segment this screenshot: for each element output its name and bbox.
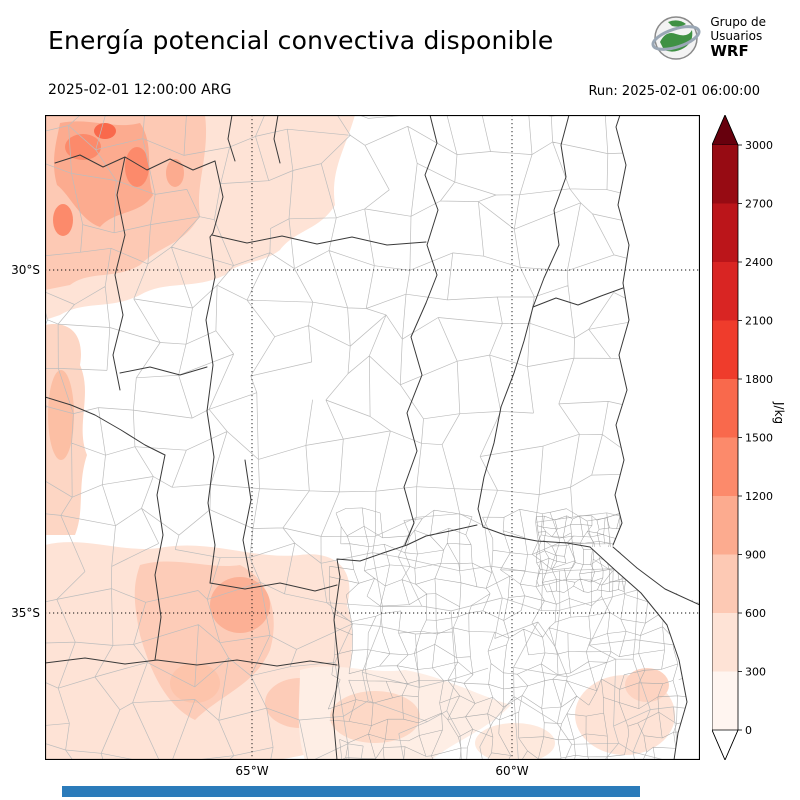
svg-text:1500: 1500 <box>745 432 773 445</box>
svg-text:1800: 1800 <box>745 373 773 386</box>
svg-text:300: 300 <box>745 666 766 679</box>
lat-label-30s: 30°S <box>11 263 40 277</box>
svg-text:2700: 2700 <box>745 198 773 211</box>
map-canvas <box>44 114 701 761</box>
colorbar-unit-label: J/kg <box>772 402 786 425</box>
lat-label-35s: 35°S <box>11 606 40 620</box>
svg-text:2100: 2100 <box>745 315 773 328</box>
svg-text:600: 600 <box>745 607 766 620</box>
svg-text:1200: 1200 <box>745 490 773 503</box>
lon-label-60w: 60°W <box>495 764 529 778</box>
footer-bar <box>62 786 640 797</box>
globe-icon <box>651 16 701 60</box>
map-area <box>44 114 701 764</box>
province-boundaries <box>45 115 700 760</box>
logo-line-1: Grupo de <box>710 15 766 29</box>
svg-text:2400: 2400 <box>745 256 773 269</box>
map-frame <box>44 114 701 761</box>
department-boundaries-delta <box>536 513 631 593</box>
department-boundaries <box>45 115 700 760</box>
svg-text:0: 0 <box>745 724 752 737</box>
logo-line-2: Usuarios <box>710 29 763 44</box>
logo-text: Grupo de Usuarios WRF <box>710 15 766 61</box>
cape-shading <box>45 115 675 760</box>
graticule <box>45 115 700 760</box>
department-boundaries-dense <box>327 507 700 760</box>
svg-text:900: 900 <box>745 549 766 562</box>
wrf-logo: Grupo de Usuarios WRF <box>650 12 766 64</box>
colorbar: 3000 2700 2400 2100 1800 1500 1200 900 600 300 0 <box>711 113 774 764</box>
run-time-label: Run: 2025-02-01 06:00:00 <box>588 84 760 99</box>
out-of-domain-mask <box>590 115 700 760</box>
svg-text:3000: 3000 <box>745 139 773 152</box>
valid-time-label: 2025-02-01 12:00:00 ARG <box>48 82 232 98</box>
lon-label-65w: 65°W <box>235 764 269 778</box>
page-title: Energía potencial convectiva disponible <box>48 26 554 55</box>
logo-line-3: WRF <box>710 42 749 61</box>
